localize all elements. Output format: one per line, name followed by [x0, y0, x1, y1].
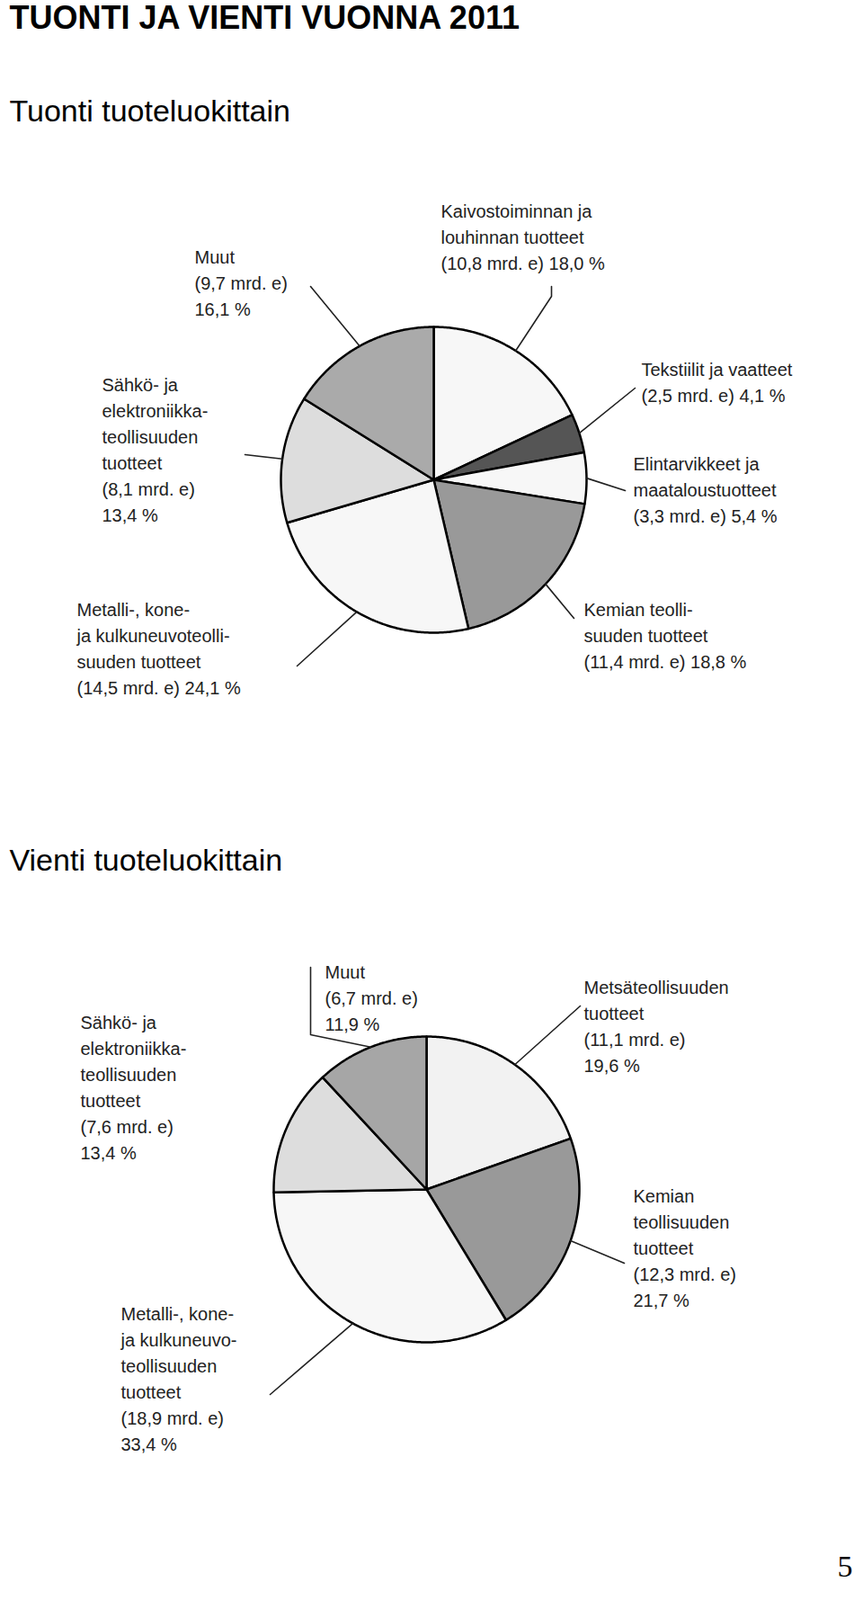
svg-text:TUONTI JA VIENTI VUONNA 2011: TUONTI JA VIENTI VUONNA 2011 — [9, 0, 520, 36]
svg-text:Tuonti tuoteluokittain: Tuonti tuoteluokittain — [9, 93, 292, 128]
svg-text:Elintarvikkeet jamaataloustuot: Elintarvikkeet jamaataloustuotteet(3,3 m… — [633, 453, 778, 526]
svg-text:Sähkö- jaelektroniikka-teollis: Sähkö- jaelektroniikka-teollisuudentuott… — [80, 1012, 187, 1163]
svg-text:Metalli-, kone-ja kulkuneuvote: Metalli-, kone-ja kulkuneuvoteolli-suude… — [76, 599, 242, 698]
svg-text:Sähkö- jaelektroniikka-teollis: Sähkö- jaelektroniikka-teollisuudentuott… — [102, 374, 209, 525]
svg-text:5: 5 — [837, 1548, 854, 1583]
svg-text:Tekstiilit ja vaatteet(2,5 mrd: Tekstiilit ja vaatteet(2,5 mrd. e) 4,1 % — [641, 359, 793, 406]
svg-text:Metalli-, kone-ja kulkuneuvo-t: Metalli-, kone-ja kulkuneuvo-teollisuude… — [120, 1303, 238, 1454]
svg-text:Metsäteollisuudentuotteet(11,1: Metsäteollisuudentuotteet(11,1 mrd. e)19… — [584, 977, 730, 1076]
svg-text:Muut(9,7 mrd. e)16,1 %: Muut(9,7 mrd. e)16,1 % — [195, 247, 288, 320]
svg-text:Kemian teolli-suuden tuotteet(: Kemian teolli-suuden tuotteet(11,4 mrd. … — [584, 599, 748, 672]
svg-text:Muut(6,7 mrd. e)11,9 %: Muut(6,7 mrd. e)11,9 % — [325, 961, 419, 1034]
svg-text:Kaivostoiminnan jalouhinnan tu: Kaivostoiminnan jalouhinnan tuotteet(10,… — [441, 201, 606, 274]
svg-text:Kemianteollisuudentuotteet(12,: Kemianteollisuudentuotteet(12,3 mrd. e)2… — [633, 1185, 737, 1310]
svg-text:Vienti tuoteluokittain: Vienti tuoteluokittain — [9, 842, 284, 877]
